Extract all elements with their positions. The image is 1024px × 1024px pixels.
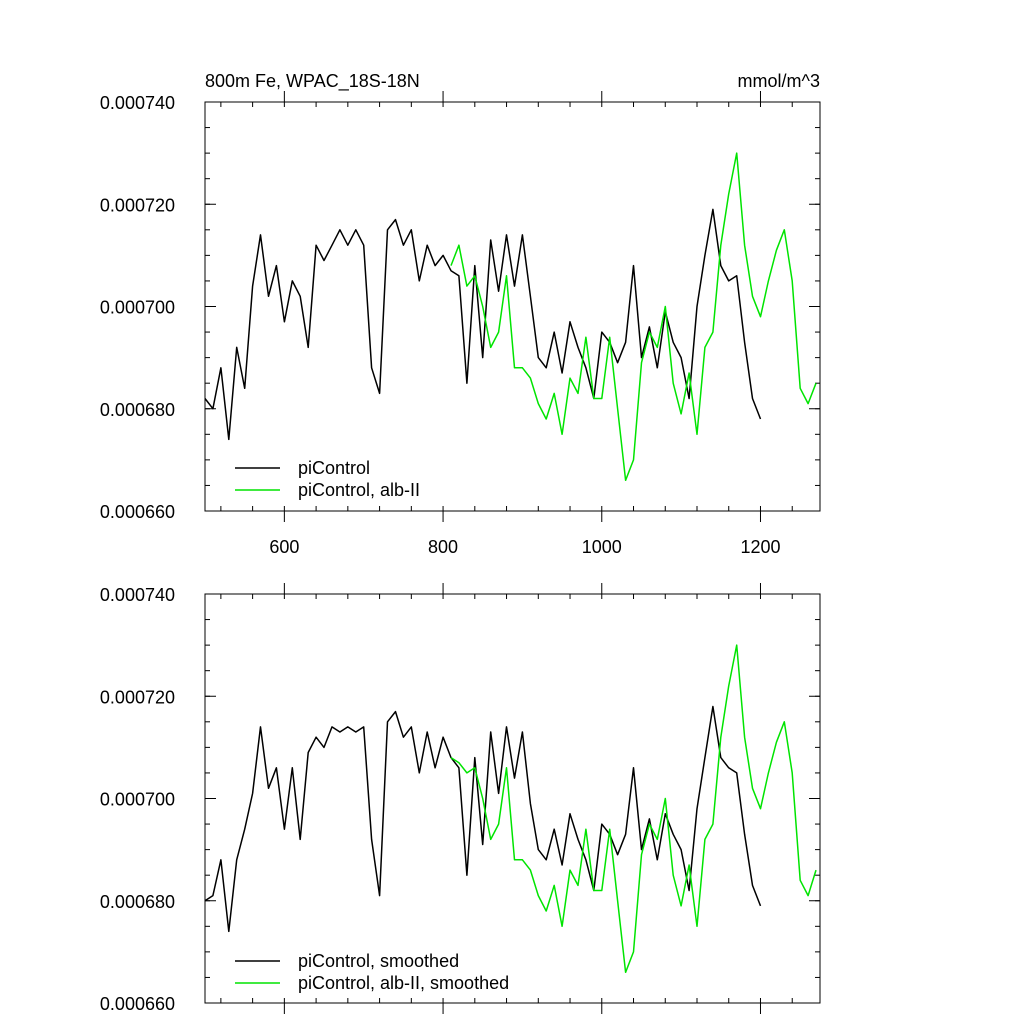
bottom-chart-ticks bbox=[205, 583, 820, 1014]
x-tick-label: 1200 bbox=[740, 537, 780, 557]
legend-label-piControl-smoothed: piControl, smoothed bbox=[298, 951, 459, 971]
bottom-chart-frame bbox=[204, 593, 821, 1004]
bottom-chart-series bbox=[204, 644, 817, 974]
series-line-picontrol-alb-ii-smoothed bbox=[450, 644, 817, 974]
top-chart-frame bbox=[204, 101, 821, 512]
y-tick-label: 0.000700 bbox=[100, 790, 175, 810]
top-chart-panel: 800m Fe, WPAC_18S-18N mmol/m^3 0.0006600… bbox=[100, 71, 821, 557]
x-tick-label: 800 bbox=[428, 537, 458, 557]
bottom-chart-tick-labels: 0.000660 0.000680 0.000700 0.000720 0.000740 bbox=[100, 585, 175, 1014]
y-tick-label: 0.000740 bbox=[100, 93, 175, 113]
x-tick-label: 1000 bbox=[582, 537, 622, 557]
y-tick-label: 0.000680 bbox=[100, 892, 175, 912]
legend-label-alb-II-smoothed: piControl, alb-II, smoothed bbox=[298, 973, 509, 993]
series-line-picontrol-alb-ii bbox=[450, 152, 817, 482]
y-tick-label: 0.000660 bbox=[100, 502, 175, 522]
top-chart-series bbox=[204, 152, 817, 482]
y-tick-label: 0.000700 bbox=[100, 298, 175, 318]
y-tick-label: 0.000740 bbox=[100, 585, 175, 605]
bottom-chart-panel: 0.000660 0.000680 0.000700 0.000720 0.000740… bbox=[100, 583, 821, 1014]
series-line-picontrol bbox=[204, 208, 762, 441]
legend-label-piControl: piControl bbox=[298, 458, 370, 478]
y-tick-label: 0.000720 bbox=[100, 687, 175, 707]
y-tick-label: 0.000660 bbox=[100, 994, 175, 1014]
top-chart-tick-labels: 0.000660 0.000680 0.000700 0.000720 0.000740… bbox=[100, 93, 781, 557]
top-chart-legend: piControl piControl, alb-II bbox=[235, 458, 420, 500]
series-line-picontrol-smoothed bbox=[204, 705, 762, 933]
units-label: mmol/m^3 bbox=[738, 71, 820, 91]
bottom-chart-legend: piControl, smoothed piControl, alb-II, s… bbox=[235, 951, 509, 993]
y-tick-label: 0.000720 bbox=[100, 195, 175, 215]
x-tick-label: 600 bbox=[269, 537, 299, 557]
legend-label-alb-II: piControl, alb-II bbox=[298, 480, 420, 500]
y-tick-label: 0.000680 bbox=[100, 400, 175, 420]
chart-title: 800m Fe, WPAC_18S-18N bbox=[205, 71, 420, 92]
